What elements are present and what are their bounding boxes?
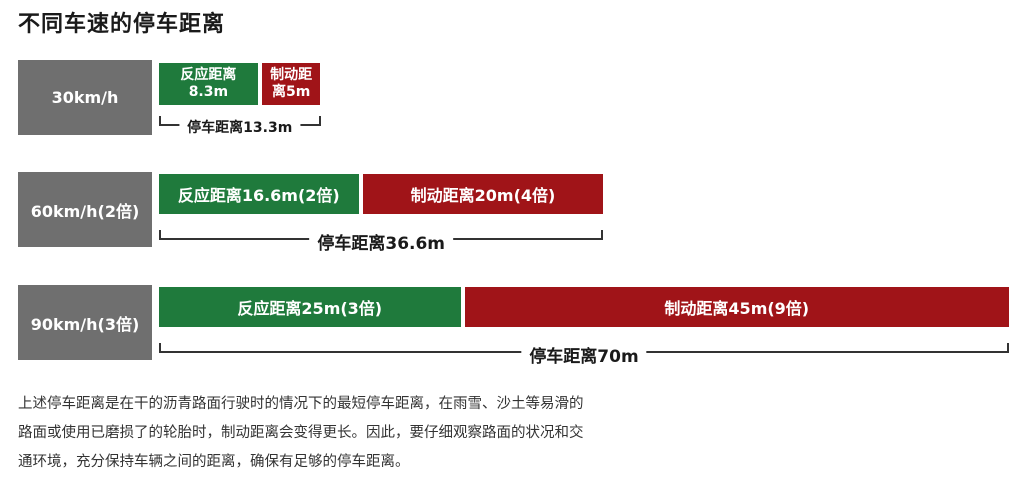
braking-distance-bar: 制动距 离5m (261, 63, 321, 105)
bracket-left-tick (159, 343, 161, 352)
total-distance-label: 停车距离36.6m (309, 229, 454, 254)
total-distance-bracket: 停车距离13.3m (159, 116, 321, 137)
braking-distance-bar: 制动距离20m(4倍) (362, 174, 604, 214)
reaction-distance-bar: 反应距离 8.3m (159, 63, 258, 105)
speed-label: 30km/h (18, 60, 152, 135)
reaction-distance-label-text: 反应距离25m(3倍) (237, 299, 383, 318)
braking-distance-bar: 制动距离45m(9倍) (464, 287, 1009, 327)
total-distance-label: 停车距离70m (521, 342, 647, 367)
bracket-right-tick (318, 116, 321, 125)
bracket-left-tick (159, 230, 161, 239)
note-line-1: 上述停车距离是在干的沥青路面行驶时的情况下的最短停车距离，在雨雪、沙土等易滑的 (18, 396, 584, 412)
note-line-2: 路面或使用已磨损了的轮胎时，制动距离会变得更长。因此，要仔细观察路面的状况和交 (18, 425, 584, 441)
braking-distance-label-text: 制动距 (270, 67, 313, 83)
braking-distance-label-text: 离5m (271, 84, 311, 100)
total-distance-label: 停车距离13.3m (179, 117, 301, 137)
braking-distance-label-text: 制动距离45m(9倍) (664, 299, 810, 318)
speed-label: 90km/h(3倍) (18, 285, 152, 360)
total-distance-bracket: 停车距离70m (159, 342, 1009, 367)
braking-distance-label-text: 制动距离20m(4倍) (410, 186, 556, 205)
bracket-left-tick (159, 116, 161, 125)
total-distance-bracket: 停车距离36.6m (159, 229, 604, 254)
explanation-note: 上述停车距离是在干的沥青路面行驶时的情况下的最短停车距离，在雨雪、沙土等易滑的 … (18, 390, 738, 477)
speed-label: 60km/h(2倍) (18, 172, 152, 247)
reaction-distance-label-text: 反应距离 (180, 67, 237, 83)
reaction-distance-label-text: 8.3m (188, 84, 229, 100)
note-line-3: 通环境，充分保持车辆之间的距离，确保有足够的停车距离。 (18, 454, 410, 470)
reaction-distance-bar: 反应距离16.6m(2倍) (159, 174, 359, 214)
chart-title: 不同车速的停车距离 (18, 12, 226, 37)
reaction-distance-bar: 反应距离25m(3倍) (159, 287, 461, 327)
bracket-right-tick (1007, 343, 1009, 352)
reaction-distance-label-text: 反应距离16.6m(2倍) (177, 186, 340, 205)
bracket-right-tick (601, 230, 604, 239)
